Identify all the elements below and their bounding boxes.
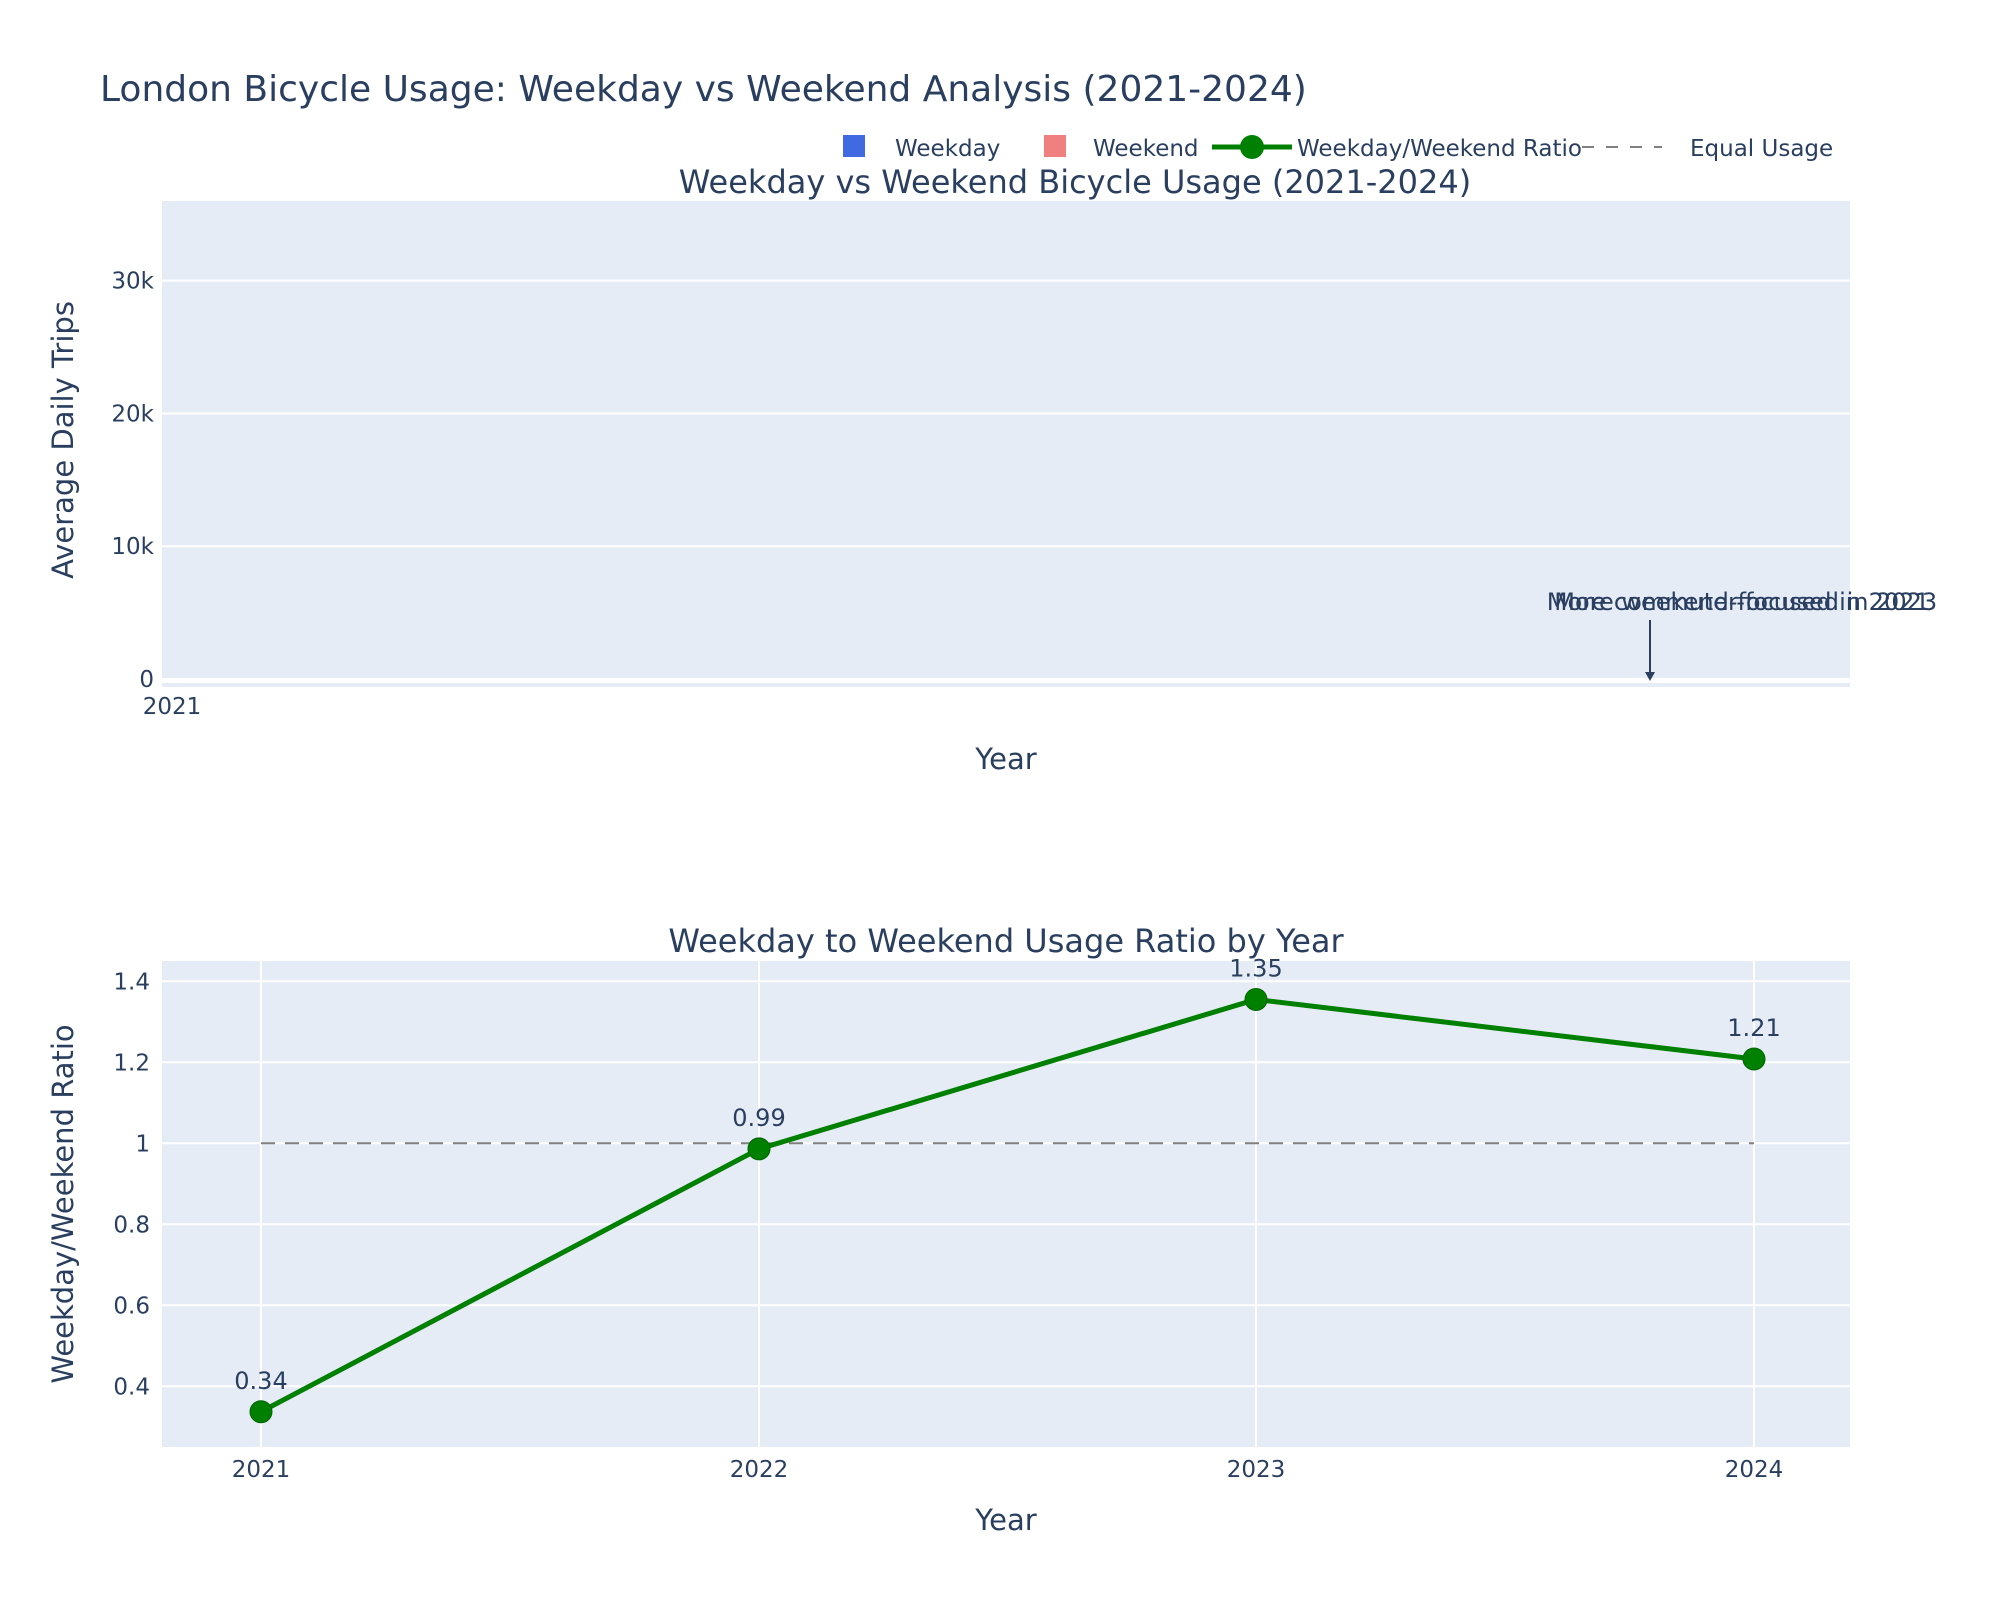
ratio-point[interactable] xyxy=(747,1137,771,1161)
ratio-point[interactable] xyxy=(1742,1047,1766,1071)
bottom-panel: Weekday to Weekend Usage Ratio by Year 0… xyxy=(46,922,1850,1537)
legend-swatch-weekend xyxy=(1044,135,1066,157)
legend-label-weekend[interactable]: Weekend xyxy=(1093,136,1199,162)
bottom-x-axis-title: Year xyxy=(974,1503,1036,1537)
top-y-ticks: 0 10k 20k 30k xyxy=(111,269,154,693)
bottom-y-tick-label: 1.4 xyxy=(113,969,150,995)
bottom-x-ticks: 2021 2022 2023 2024 xyxy=(232,1457,1784,1483)
top-gridlines xyxy=(162,279,1850,680)
bottom-y-tick-label: 0.6 xyxy=(113,1293,150,1319)
ratio-data-label: 1.35 xyxy=(1229,954,1282,982)
bottom-x-tick-label: 2024 xyxy=(1725,1457,1784,1483)
bottom-plot-area xyxy=(162,961,1850,1447)
legend: Weekday Weekend Weekday/Weekend Ratio Eq… xyxy=(843,135,1833,162)
bottom-y-ticks: 0.4 0.6 0.8 1 1.2 1.4 xyxy=(113,969,150,1400)
annotations: More weekend-focused in 2021 More commut… xyxy=(1547,588,1937,681)
bottom-series: 0.34 0.99 1.35 1.21 xyxy=(234,954,1781,1424)
ratio-point[interactable] xyxy=(249,1400,273,1424)
bottom-x-tick-label: 2022 xyxy=(730,1457,789,1483)
ratio-data-label: 1.21 xyxy=(1727,1014,1780,1042)
bottom-x-tick-label: 2021 xyxy=(232,1457,291,1483)
top-panel-title: Weekday vs Weekend Bicycle Usage (2021-2… xyxy=(679,163,1471,201)
legend-label-weekday[interactable]: Weekday xyxy=(895,136,1000,162)
legend-marker-ratio xyxy=(1240,135,1264,159)
top-y-tick-label: 30k xyxy=(111,269,154,295)
ratio-point[interactable] xyxy=(1244,987,1268,1011)
bottom-gridlines xyxy=(162,961,1850,1447)
annotation-commuter-2023: More commuter-focused in 2023 xyxy=(1547,588,1937,616)
top-y-axis-title: Average Daily Trips xyxy=(46,301,80,579)
annotation-weekend-2021: More weekend-focused in 2021 xyxy=(1554,588,1929,616)
top-panel: Weekday vs Weekend Bicycle Usage (2021-2… xyxy=(46,163,1937,776)
top-y-tick-label: 20k xyxy=(111,401,154,427)
ratio-data-label: 0.34 xyxy=(234,1367,287,1395)
legend-label-equal[interactable]: Equal Usage xyxy=(1690,136,1833,162)
bottom-panel-title: Weekday to Weekend Usage Ratio by Year xyxy=(668,922,1344,960)
ratio-line xyxy=(259,996,1755,1414)
legend-swatch-weekday xyxy=(843,135,865,157)
bottom-y-tick-label: 1.2 xyxy=(113,1050,150,1076)
top-x-axis-title: Year xyxy=(974,742,1036,776)
bottom-y-tick-label: 1 xyxy=(135,1131,150,1157)
bottom-y-axis-title: Weekday/Weekend Ratio xyxy=(46,1024,80,1383)
chart-title: London Bicycle Usage: Weekday vs Weekend… xyxy=(100,69,1307,110)
bottom-y-tick-label: 0.4 xyxy=(113,1374,150,1400)
ratio-data-label: 0.99 xyxy=(732,1104,785,1132)
legend-label-ratio[interactable]: Weekday/Weekend Ratio xyxy=(1297,136,1582,162)
bottom-y-tick-label: 0.8 xyxy=(113,1212,150,1238)
top-y-tick-label: 10k xyxy=(111,534,154,560)
bottom-x-tick-label: 2023 xyxy=(1227,1457,1286,1483)
annotation-arrowhead xyxy=(1645,672,1655,681)
top-y-tick-label: 0 xyxy=(139,667,154,693)
top-x-tick-label: 2021 xyxy=(143,694,202,720)
